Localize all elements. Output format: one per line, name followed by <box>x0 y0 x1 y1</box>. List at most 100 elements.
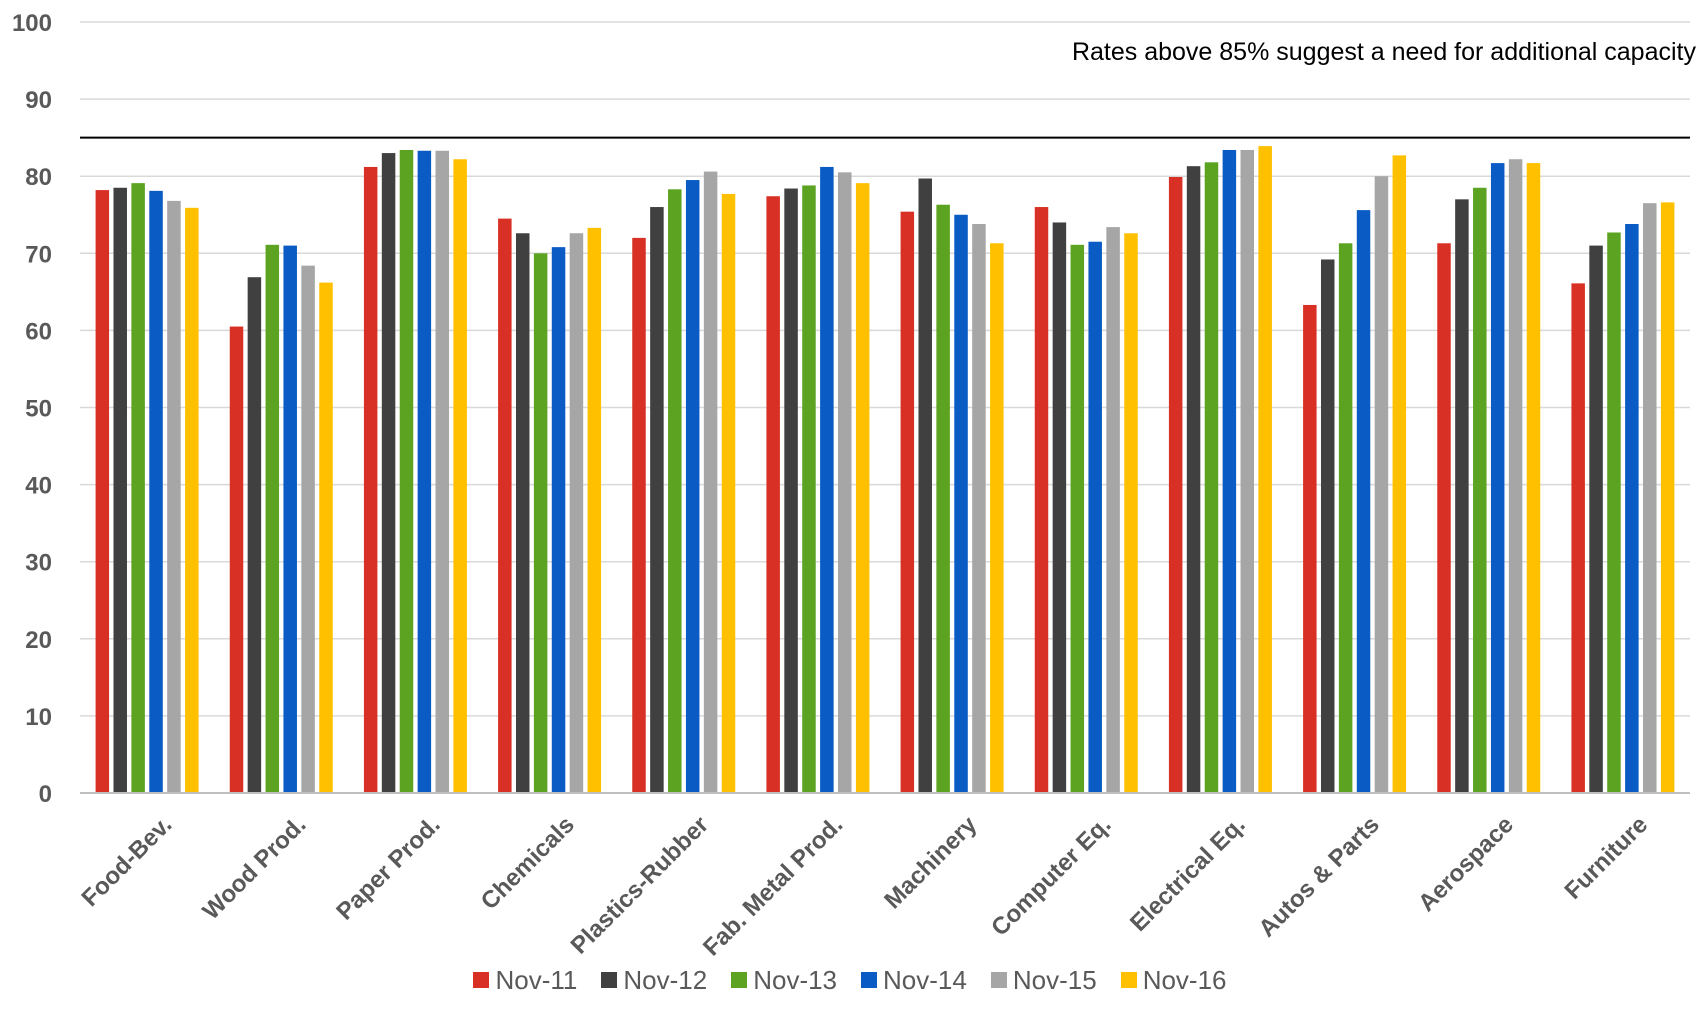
bar <box>265 244 280 794</box>
bar <box>668 189 682 793</box>
bar <box>1258 146 1272 794</box>
gridlines <box>80 21 1690 717</box>
bar <box>900 211 915 793</box>
bar <box>381 153 396 793</box>
y-tick-label: 90 <box>25 87 52 114</box>
bar <box>1303 304 1317 793</box>
bar <box>685 180 700 793</box>
bar <box>703 171 718 794</box>
x-tick-label: Computer Eq. <box>986 811 1116 941</box>
legend-item: Nov-13 <box>731 965 837 996</box>
bar <box>802 185 816 793</box>
legend-item: Nov-12 <box>601 965 707 996</box>
y-tick-label: 0 <box>39 781 52 808</box>
bar <box>1392 155 1407 793</box>
bar <box>1660 202 1675 793</box>
x-tick-label: Plastics-Rubber <box>566 811 714 959</box>
legend-swatch <box>473 972 490 988</box>
bar <box>820 166 834 793</box>
legend-item: Nov-16 <box>1120 964 1227 996</box>
bar <box>149 190 163 793</box>
bar <box>1338 243 1353 794</box>
bar <box>1186 166 1201 793</box>
bar <box>363 166 378 793</box>
bar <box>587 227 602 793</box>
bar <box>990 243 1004 794</box>
bar <box>1088 241 1102 794</box>
legend-item: Nov-15 <box>990 965 1097 996</box>
bar <box>569 233 584 793</box>
bar <box>229 326 244 793</box>
bar <box>1589 245 1603 794</box>
bar <box>551 247 566 793</box>
y-tick-label: 40 <box>25 473 52 500</box>
y-tick-label: 50 <box>25 396 52 423</box>
x-tick-label: Electrical Eq. <box>1125 811 1251 937</box>
bar <box>95 190 110 793</box>
bar <box>918 178 932 793</box>
bar <box>1643 203 1657 793</box>
bar <box>515 233 530 793</box>
bar <box>1571 283 1585 793</box>
y-tick-label: 20 <box>25 627 52 654</box>
legend-item: Nov-14 <box>861 965 967 996</box>
bar <box>1437 243 1451 794</box>
bar <box>784 188 798 793</box>
bar <box>1356 210 1371 793</box>
bar <box>1106 227 1120 793</box>
bar <box>498 218 512 794</box>
legend-label: Nov-13 <box>753 964 838 995</box>
bar <box>435 150 450 793</box>
legend-label: Nov-16 <box>1142 964 1227 995</box>
legend-swatch <box>990 972 1007 988</box>
y-tick-label: 30 <box>25 550 52 577</box>
bar <box>185 207 199 793</box>
bar <box>1473 187 1487 793</box>
bar <box>766 196 780 794</box>
legend-item: Nov-11 <box>473 965 577 996</box>
bar <box>1508 159 1523 793</box>
bar <box>972 224 986 793</box>
x-tick-label: Aerospace <box>1413 811 1519 917</box>
legend-swatch <box>731 972 748 988</box>
bar <box>319 282 333 793</box>
bar <box>301 265 315 793</box>
x-tick-label: Autos & Parts <box>1254 811 1385 942</box>
bar <box>1607 232 1621 793</box>
x-tick-label: Furniture <box>1560 811 1654 905</box>
bar <box>936 204 950 794</box>
bar <box>247 277 262 793</box>
bar <box>1052 222 1067 793</box>
x-axis-ticks: Food-Bev. Wood Prod. Paper Prod. ChemicalsP… <box>77 811 1654 962</box>
bar <box>1124 233 1138 793</box>
reference-line-label: Rates above 85% suggest a need for addit… <box>1072 38 1697 66</box>
bar <box>954 214 968 793</box>
bar <box>1625 224 1639 793</box>
bar <box>1374 176 1389 793</box>
y-tick-label: 100 <box>12 10 52 37</box>
x-tick-label: Fab. Metal Prod. <box>698 811 848 961</box>
bar <box>721 193 736 794</box>
legend-swatch <box>1120 972 1137 988</box>
bar <box>1222 149 1237 794</box>
bar <box>1168 176 1183 793</box>
bar <box>1490 163 1505 793</box>
bar <box>1526 163 1541 793</box>
legend-label: Nov-12 <box>623 964 708 995</box>
x-tick-label: Chemicals <box>476 811 580 915</box>
bar <box>838 172 852 794</box>
y-axis-ticks: 0 10 20 30 40 50 60 70 80 90 100 <box>12 10 52 808</box>
bar <box>533 253 548 794</box>
bar <box>632 237 646 793</box>
legend-swatch <box>861 972 878 988</box>
y-tick-label: 10 <box>25 704 52 731</box>
x-tick-label: Food-Bev. <box>77 811 178 912</box>
x-tick-label: Machinery <box>879 811 982 914</box>
y-tick-label: 60 <box>25 318 52 345</box>
bar <box>283 245 297 794</box>
bar <box>453 159 467 793</box>
bars <box>95 146 1675 794</box>
bar <box>1455 199 1469 793</box>
bar <box>131 183 145 793</box>
